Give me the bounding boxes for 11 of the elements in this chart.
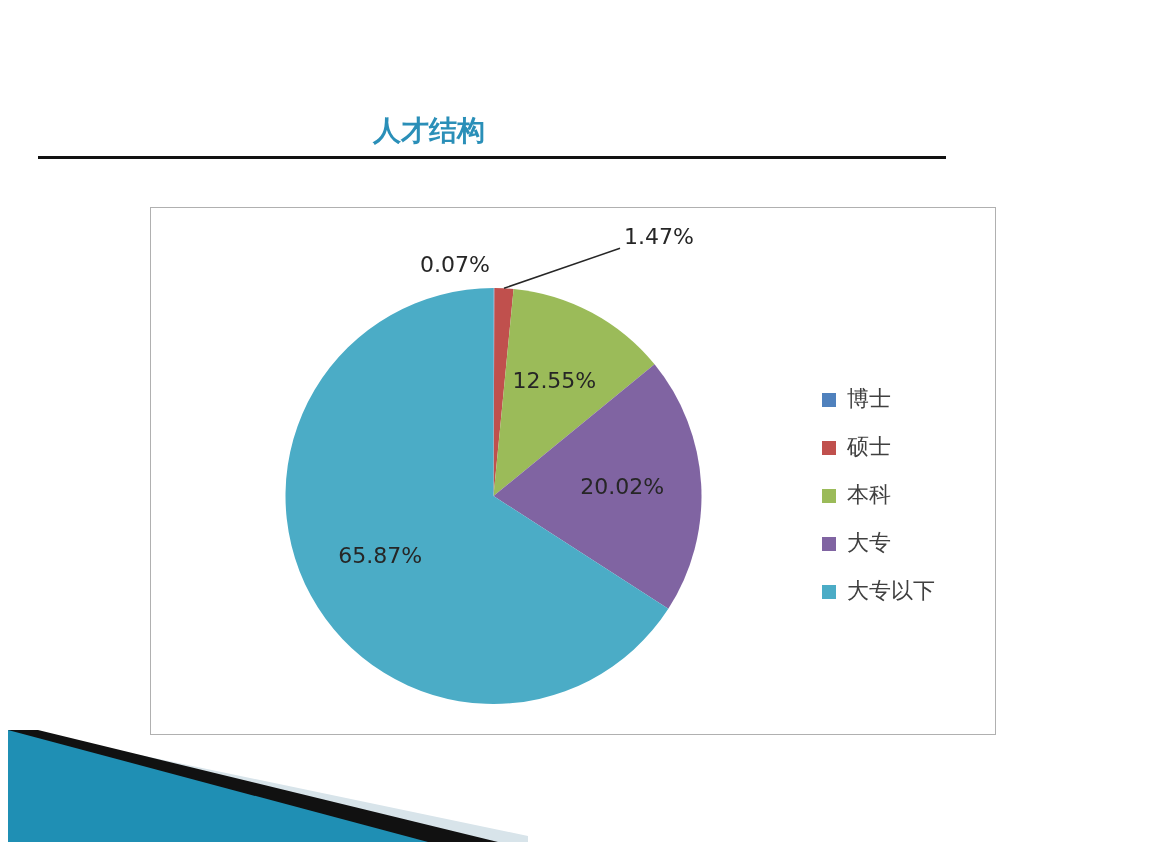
data-label: 1.47% [624, 223, 694, 249]
data-label: 65.87% [338, 543, 423, 569]
legend-label: 大专以下 [847, 577, 935, 603]
legend-label: 大专 [847, 529, 891, 555]
legend-label: 本科 [847, 481, 891, 507]
chart-title: 人才结构 [373, 113, 485, 149]
legend-label: 博士 [847, 385, 891, 411]
data-label: 0.07% [420, 251, 490, 277]
data-label: 12.55% [512, 368, 597, 393]
legend-label: 硕士 [846, 433, 891, 459]
data-label: 20.02% [580, 474, 665, 500]
